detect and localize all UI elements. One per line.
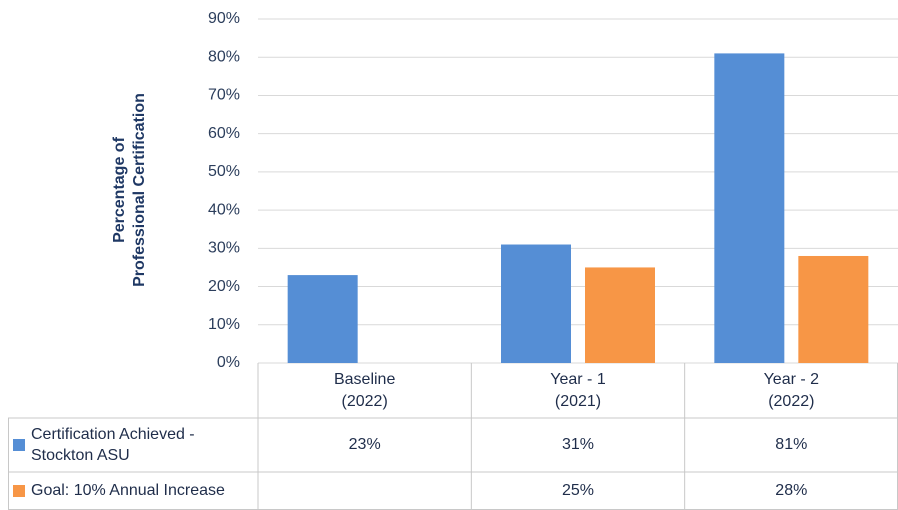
table-value: 25% [561,481,594,499]
table-value: 31% [561,436,594,453]
legend-swatch [13,484,25,497]
y-tick-label: 50% [208,163,240,180]
legend-entry: Certification Achieved - Stockton ASU [9,418,255,472]
y-tick-label: 30% [208,240,240,257]
bar [798,255,869,363]
y-tick-label: 70% [208,87,240,104]
y-tick-label: 0% [217,354,240,371]
x-tick-label: Year - 2 (2022) [763,370,820,410]
legend-label: Goal: 10% Annual Increase [31,482,225,500]
table-value: 81% [775,436,808,453]
y-tick-label: 40% [208,201,240,218]
table-value: 28% [775,481,808,499]
bar [714,53,785,364]
bar [585,267,655,363]
y-tick-label: 10% [208,316,240,333]
y-tick-label: 80% [208,48,240,65]
bar [287,275,358,363]
legend-entry: Goal: 10% Annual Increase [9,472,255,510]
y-tick-label: 60% [208,125,240,142]
y-tick-label: 20% [208,278,240,295]
bar [501,244,571,363]
legend-label: Certification Achieved - Stockton ASU [31,426,195,464]
table-value: 23% [348,436,381,453]
legend-swatch [13,439,25,451]
x-tick-label: Year - 1 (2021) [550,370,606,410]
y-tick-label: 90% [208,10,240,27]
x-tick-label: Baseline (2022) [333,370,396,410]
y-axis-label: Percentage of Professional Certification [111,93,148,287]
